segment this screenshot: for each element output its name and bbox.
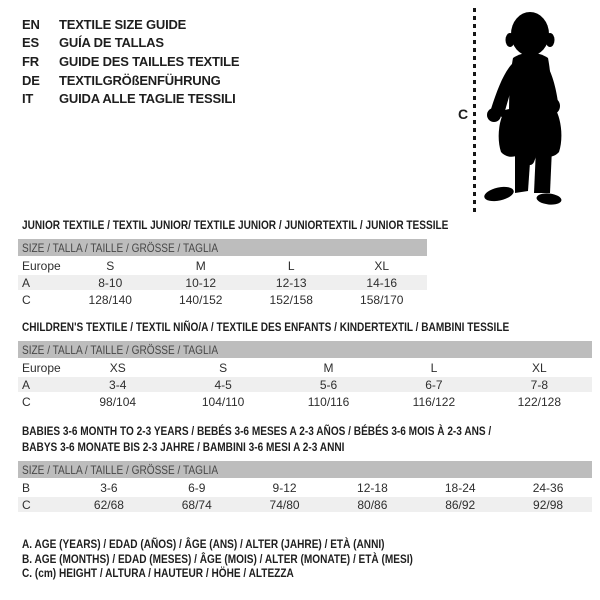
footnote-a-text: A. AGE (YEARS) / EDAD (AÑOS) / ÂGE (ANS)… [22,537,385,551]
size-cell: 140/152 [179,292,223,307]
size-cell: 110/116 [307,394,350,409]
table-header-bar: SIZE / TALLA / TAILLE / GRÖSSE / TAGLIA [18,239,427,256]
row-label: C [22,394,31,409]
lang-label: TEXTILGRÖßENFÜHRUNG [59,72,221,88]
size-cell: S [219,360,228,375]
babies-table-title-text: BABIES 3-6 MONTH TO 2-3 YEARS / BEBÉS 3-… [22,424,492,454]
size-cell: 12-13 [275,275,307,290]
babies-table-title: BABIES 3-6 MONTH TO 2-3 YEARS / BEBÉS 3-… [22,424,600,455]
size-cell: 10-12 [185,275,217,290]
table-header-bar: SIZE / TALLA / TAILLE / GRÖSSE / TAGLIA [18,341,592,358]
size-cell: 158/170 [360,292,404,307]
size-cell: 6-7 [425,377,443,392]
junior-size-table: SIZE / TALLA / TAILLE / GRÖSSE / TAGLIA … [18,239,427,309]
size-cell: 98/104 [99,394,137,409]
table-row: A 8-10 10-12 12-13 14-16 [18,275,427,290]
lang-row-it: IT GUIDA ALLE TAGLIE TESSILI [22,89,239,108]
size-cell: XS [109,360,126,375]
language-guide-block: EN TEXTILE SIZE GUIDE ES GUÍA DE TALLAS … [22,15,240,108]
size-cell: 7-8 [530,377,548,392]
table-row: C 62/68 68/74 74/80 80/86 86/92 92/98 [18,497,592,512]
lang-row-es: ES GUÍA DE TALLAS [22,34,239,53]
size-cell: 104/110 [201,394,245,409]
size-cell: 5-6 [319,377,338,392]
row-label: B [22,480,31,495]
size-cell: 62/68 [93,497,124,512]
table-row: C 98/104 104/110 110/116 116/122 122/128 [18,394,592,409]
table-row: Europe XS S M L XL [18,360,592,375]
size-cell: 152/158 [269,292,313,307]
footnote-a: A. AGE (YEARS) / EDAD (AÑOS) / ÂGE (ANS)… [22,537,487,552]
lang-code: EN [22,16,40,32]
row-label: C [22,292,31,307]
table-row: A 3-4 4-5 5-6 6-7 7-8 [18,377,592,392]
size-cell: L [287,258,295,273]
footnote-b: B. AGE (MONTHS) / EDAD (MESES) / ÂGE (MO… [22,552,487,567]
size-cell: XL [531,360,547,375]
lang-code: ES [22,35,39,51]
size-cell: 4-5 [214,377,232,392]
size-cell: L [430,360,438,375]
lang-code: DE [22,72,40,88]
size-cell: 74/80 [269,497,300,512]
size-cell: XL [374,258,390,273]
footnotes-block: A. AGE (YEARS) / EDAD (AÑOS) / ÂGE (ANS)… [22,537,487,581]
size-cell: 122/128 [517,394,562,409]
size-cell: 68/74 [181,497,212,512]
junior-table-title-text: JUNIOR TEXTILE / TEXTIL JUNIOR/ TEXTILE … [22,218,449,232]
size-cell: M [323,360,334,375]
row-label: A [22,377,31,392]
size-cell: 3-6 [100,480,118,495]
row-label: C [22,497,31,512]
row-label: Europe [22,258,61,273]
size-cell: 80/86 [357,497,388,512]
footnote-b-text: B. AGE (MONTHS) / EDAD (MESES) / ÂGE (MO… [22,551,413,566]
lang-label: GUÍA DE TALLAS [59,35,164,51]
height-measure-line [473,8,476,212]
height-measure-label: C [458,106,469,122]
size-cell: 128/140 [88,292,132,307]
table-header-text: SIZE / TALLA / TAILLE / GRÖSSE / TAGLIA [22,240,219,255]
lang-label: TEXTILE SIZE GUIDE [59,16,187,32]
lang-code: IT [22,91,34,107]
table-row: Europe S M L XL [18,258,427,273]
size-cell: 12-18 [357,480,388,495]
size-cell: 8-10 [98,275,123,290]
table-header-bar: SIZE / TALLA / TAILLE / GRÖSSE / TAGLIA [18,461,592,478]
lang-label: GUIDE DES TAILLES TEXTILE [59,53,240,69]
size-cell: 92/98 [533,497,564,512]
table-header-text: SIZE / TALLA / TAILLE / GRÖSSE / TAGLIA [22,462,219,477]
lang-row-en: EN TEXTILE SIZE GUIDE [22,15,239,34]
row-label: A [22,275,31,290]
size-cell: 116/122 [412,394,456,409]
size-cell: 6-9 [188,480,206,495]
junior-table-title: JUNIOR TEXTILE / TEXTIL JUNIOR/ TEXTILE … [22,218,530,232]
footnote-c-text: C. (cm) HEIGHT / ALTURA / HAUTEUR / HÖHE… [22,566,294,581]
size-cell: 14-16 [366,275,398,290]
size-cell: 86/92 [445,497,476,512]
size-cell: 18-24 [444,480,476,495]
table-row: B 3-6 6-9 9-12 12-18 18-24 24-36 [18,480,592,495]
footnote-c: C. (cm) HEIGHT / ALTURA / HAUTEUR / HÖHE… [22,566,487,581]
lang-row-de: DE TEXTILGRÖßENFÜHRUNG [22,71,239,90]
table-row: C 128/140 140/152 152/158 158/170 [18,292,427,307]
size-cell: M [195,258,206,273]
table-header-text: SIZE / TALLA / TAILLE / GRÖSSE / TAGLIA [22,342,219,357]
lang-label: GUIDA ALLE TAGLIE TESSILI [59,91,236,107]
lang-row-fr: FR GUIDE DES TAILLES TEXTILE [22,52,240,71]
toddler-silhouette-icon [484,12,562,205]
size-cell: 9-12 [272,480,297,495]
children-size-table: SIZE / TALLA / TAILLE / GRÖSSE / TAGLIA … [18,341,592,411]
children-table-title-text: CHILDREN'S TEXTILE / TEXTIL NIÑO/A / TEX… [22,320,510,334]
size-cell: 3-4 [109,377,127,392]
children-table-title: CHILDREN'S TEXTILE / TEXTIL NIÑO/A / TEX… [22,320,600,334]
lang-code: FR [22,53,39,69]
babies-size-table: SIZE / TALLA / TAILLE / GRÖSSE / TAGLIA … [18,461,592,514]
size-cell: 24-36 [532,480,564,495]
size-cell: S [106,258,115,273]
row-label: Europe [22,360,61,375]
